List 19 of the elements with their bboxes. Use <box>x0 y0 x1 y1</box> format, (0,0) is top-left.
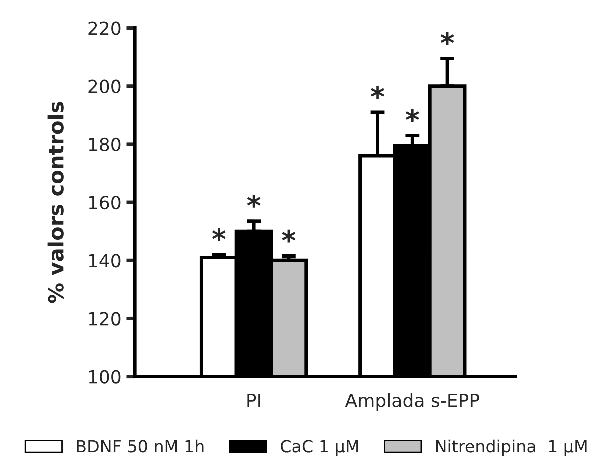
y-tick-label: 140 <box>89 254 121 268</box>
y-axis-title: % valors controls <box>48 102 64 304</box>
y-tick-label: 160 <box>89 196 121 210</box>
legend-label: Nitrendipina 1 µM <box>436 440 587 456</box>
legend-label: CaC 1 µM <box>281 440 358 456</box>
x-tick-label: PI <box>248 394 260 408</box>
annotation: * <box>371 86 384 99</box>
legend-label: BDNF 50 nM 1h <box>77 440 204 453</box>
annotation: * <box>440 32 454 46</box>
y-tick-label: 180 <box>89 138 121 152</box>
y-tick-label: 100 <box>89 370 121 384</box>
annotation: * <box>406 109 420 122</box>
y-tick-label: 220 <box>88 22 121 36</box>
annotation: * <box>282 230 296 243</box>
annotation: * <box>212 228 226 242</box>
y-tick-label: 120 <box>89 312 121 326</box>
y-tick-label: 200 <box>88 80 121 94</box>
annotation: * <box>247 195 261 208</box>
x-tick-label: Amplada s-EPP <box>345 393 480 411</box>
